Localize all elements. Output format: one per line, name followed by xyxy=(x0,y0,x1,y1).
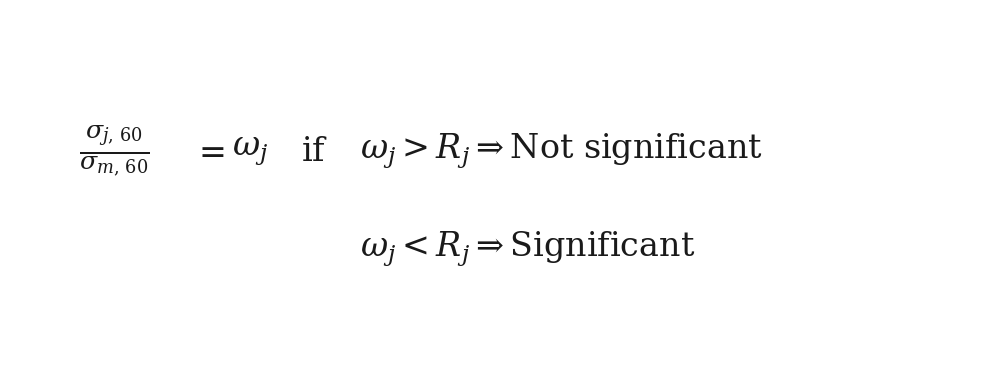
Text: $\mathrm{if}$: $\mathrm{if}$ xyxy=(301,135,327,168)
Text: $\omega_j > R_j \Rightarrow \mathrm{Not\ significant}$: $\omega_j > R_j \Rightarrow \mathrm{Not\… xyxy=(360,132,762,171)
Text: $\omega_j < R_j \Rightarrow \mathrm{Significant}$: $\omega_j < R_j \Rightarrow \mathrm{Sign… xyxy=(360,230,695,269)
Text: $\frac{\sigma_{j,\,60}}{\sigma_{m,\,60}}$: $\frac{\sigma_{j,\,60}}{\sigma_{m,\,60}}… xyxy=(79,123,150,179)
Text: $=$: $=$ xyxy=(192,135,225,168)
Text: $\omega_j$: $\omega_j$ xyxy=(232,135,268,168)
